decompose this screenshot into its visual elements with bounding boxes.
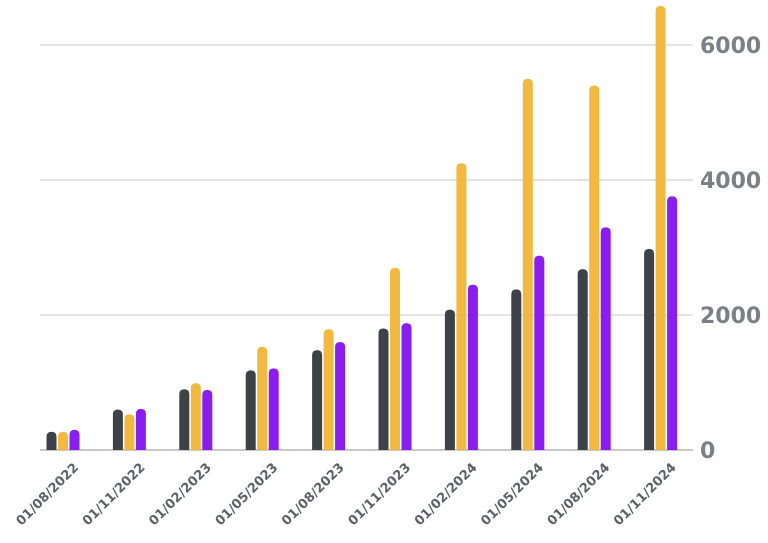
bar-series3-4: [335, 342, 346, 450]
bar-series2-5: [390, 267, 400, 450]
y-tick-label: 6000: [700, 34, 761, 59]
y-tick-label: 4000: [700, 169, 761, 194]
bar-series1-2: [179, 389, 190, 450]
bar-series2-4: [323, 329, 334, 450]
bar-series3-7: [534, 255, 545, 450]
x-axis-ticks: 01/08/202201/11/202201/02/202301/05/2023…: [14, 460, 680, 528]
y-axis-ticks: 0 2000 4000 6000: [700, 34, 761, 464]
bar-series3-2: [202, 389, 213, 450]
y-tick-label: 2000: [700, 304, 761, 329]
bar-series1-0: [46, 431, 57, 450]
bar-series3-3: [268, 368, 279, 450]
bar-series1-1: [112, 409, 123, 450]
bar-series2-6: [456, 163, 467, 450]
x-tick-label: 01/08/2024: [545, 460, 613, 528]
x-tick-label: 01/08/2023: [279, 460, 347, 528]
x-tick-label: 01/02/2024: [412, 460, 480, 528]
bar-series1-4: [312, 350, 323, 450]
bar-series3-9: [667, 196, 678, 450]
bar-series1-8: [577, 269, 588, 450]
bar-series3-6: [467, 284, 478, 450]
bar-series2-1: [124, 414, 135, 450]
bars: [46, 5, 678, 450]
bar-series2-2: [190, 383, 201, 450]
x-tick-label: 01/05/2024: [478, 460, 546, 528]
bar-series1-7: [511, 289, 522, 450]
bar-series1-5: [378, 328, 389, 450]
bar-series2-7: [522, 78, 533, 450]
x-tick-label: 01/11/2023: [346, 460, 414, 528]
bar-series1-9: [644, 248, 655, 450]
bar-series1-3: [245, 370, 256, 450]
y-tick-label: 0: [700, 439, 715, 464]
x-tick-label: 01/11/2022: [80, 460, 148, 528]
bar-series3-1: [135, 408, 146, 450]
x-tick-label: 01/05/2023: [213, 460, 281, 528]
bar-series2-0: [58, 431, 68, 450]
bar-series1-6: [444, 309, 455, 450]
bar-series2-8: [589, 85, 600, 450]
x-tick-label: 01/02/2023: [146, 460, 214, 528]
bar-series3-8: [600, 227, 611, 450]
x-tick-label: 01/08/2022: [14, 460, 82, 528]
bar-series2-3: [257, 346, 268, 450]
x-tick-label: 01/11/2024: [611, 460, 679, 528]
bar-series3-0: [69, 429, 80, 450]
bar-series3-5: [401, 323, 412, 450]
bar-series2-9: [655, 5, 666, 450]
